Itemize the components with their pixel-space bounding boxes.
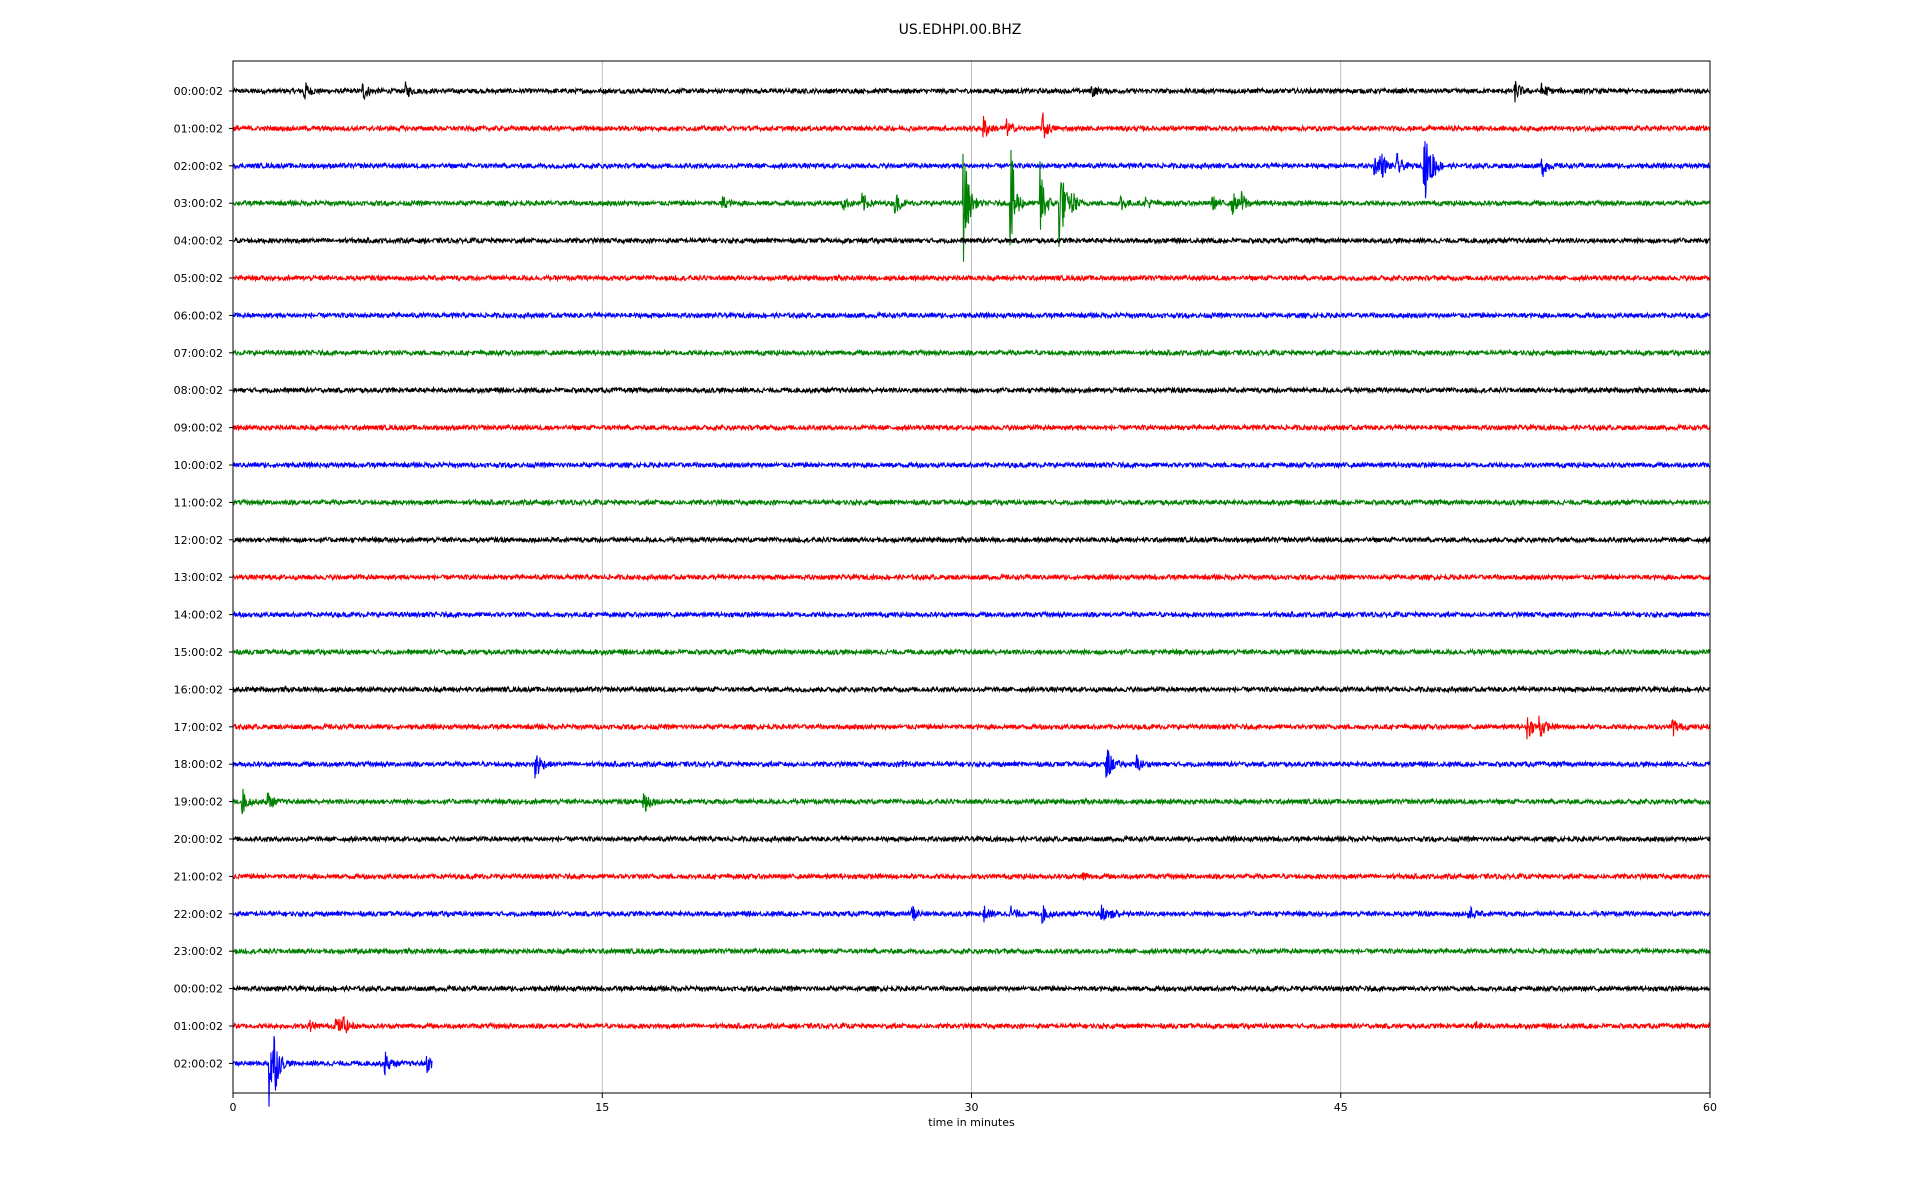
y-tick-label: 00:00:02 [174, 85, 223, 98]
trace-line [232, 348, 1711, 358]
y-tick-label: 07:00:02 [174, 347, 223, 360]
trace-line [232, 535, 1711, 545]
trace-line [232, 871, 1711, 881]
trace-line [232, 1015, 1711, 1034]
trace-line [232, 236, 1711, 246]
trace-line [232, 684, 1711, 694]
trace-line [232, 834, 1711, 844]
trace-line [232, 749, 1711, 779]
y-tick-label: 19:00:02 [174, 796, 223, 809]
y-tick-label: 11:00:02 [174, 496, 223, 509]
y-tick-label: 01:00:02 [174, 122, 223, 135]
y-tick-label: 05:00:02 [174, 272, 223, 285]
y-tick-label: 08:00:02 [174, 384, 223, 397]
y-tick-label: 22:00:02 [174, 908, 223, 921]
y-tick-label: 16:00:02 [174, 683, 223, 696]
trace-line [232, 273, 1711, 283]
y-tick-label: 09:00:02 [174, 422, 223, 435]
trace-line [232, 460, 1711, 470]
trace-line [232, 788, 1711, 815]
y-tick-label: 15:00:02 [174, 646, 223, 659]
y-tick-label: 02:00:02 [174, 1057, 223, 1070]
trace-line [232, 610, 1711, 620]
trace-line [232, 904, 1711, 925]
trace-line [232, 385, 1711, 395]
trace-line [232, 141, 1711, 199]
x-tick-label: 45 [1334, 1101, 1348, 1114]
x-axis-label: time in minutes [928, 1116, 1015, 1129]
y-tick-label: 17:00:02 [174, 721, 223, 734]
x-tick-label: 15 [595, 1101, 609, 1114]
y-tick-label: 13:00:02 [174, 571, 223, 584]
y-tick-label: 03:00:02 [174, 197, 223, 210]
x-tick-label: 30 [965, 1101, 979, 1114]
y-tick-label: 21:00:02 [174, 870, 223, 883]
trace-line [232, 647, 1711, 657]
trace-line [232, 80, 1711, 103]
trace-line [232, 715, 1711, 740]
y-tick-label: 00:00:02 [174, 983, 223, 996]
trace-line [232, 984, 1711, 994]
y-tick-label: 14:00:02 [174, 609, 223, 622]
x-tick-label: 60 [1703, 1101, 1717, 1114]
trace-line [232, 149, 1711, 262]
y-tick-label: 06:00:02 [174, 309, 223, 322]
y-tick-label: 01:00:02 [174, 1020, 223, 1033]
trace-line [232, 112, 1711, 139]
x-tick-label: 0 [230, 1101, 237, 1114]
chart-title: US.EDHPI.00.BHZ [898, 22, 1022, 38]
trace-line [232, 497, 1711, 507]
trace-line [232, 946, 1711, 956]
y-tick-label: 10:00:02 [174, 459, 223, 472]
y-tick-label: 18:00:02 [174, 758, 223, 771]
trace-line [232, 572, 1711, 582]
y-tick-label: 04:00:02 [174, 235, 223, 248]
trace-line [232, 310, 1711, 320]
y-tick-label: 02:00:02 [174, 160, 223, 173]
trace-line [232, 423, 1711, 433]
y-tick-label: 23:00:02 [174, 945, 223, 958]
trace-line [232, 1036, 433, 1107]
y-tick-label: 12:00:02 [174, 534, 223, 547]
y-tick-label: 20:00:02 [174, 833, 223, 846]
